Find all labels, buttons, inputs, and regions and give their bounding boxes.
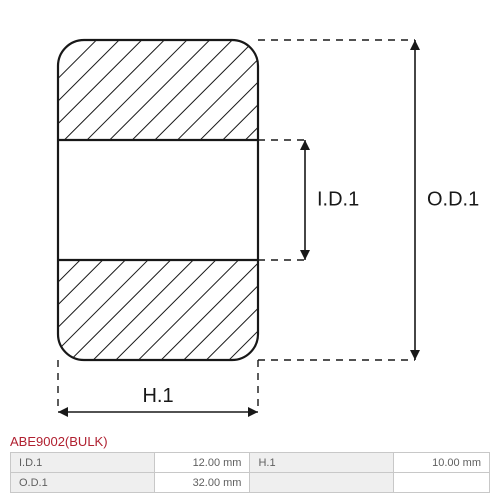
bearing-cross-section-diagram: O.D.1 I.D.1 H.1 <box>0 0 500 430</box>
spec-value-od1: 32.00 mm <box>154 473 250 493</box>
spec-label-id1: I.D.1 <box>11 453 155 473</box>
spec-label-od1: O.D.1 <box>11 473 155 493</box>
part-number-title: ABE9002(BULK) <box>10 434 108 449</box>
svg-text:H.1: H.1 <box>142 385 173 407</box>
svg-text:I.D.1: I.D.1 <box>317 188 359 210</box>
spec-label-h1: H.1 <box>250 453 394 473</box>
table-row: I.D.1 12.00 mm H.1 10.00 mm <box>11 453 490 473</box>
svg-text:O.D.1: O.D.1 <box>427 188 479 210</box>
spec-label-empty <box>250 473 394 493</box>
dimension-spec-table: I.D.1 12.00 mm H.1 10.00 mm O.D.1 32.00 … <box>10 452 490 493</box>
spec-value-id1: 12.00 mm <box>154 453 250 473</box>
spec-value-empty <box>394 473 490 493</box>
spec-value-h1: 10.00 mm <box>394 453 490 473</box>
table-row: O.D.1 32.00 mm <box>11 473 490 493</box>
